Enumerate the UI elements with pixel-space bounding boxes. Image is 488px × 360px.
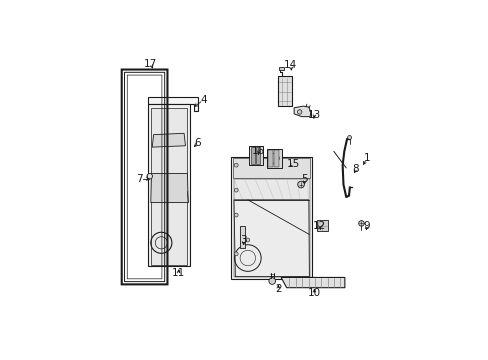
Polygon shape xyxy=(150,174,188,203)
Text: 13: 13 xyxy=(307,110,320,120)
Circle shape xyxy=(358,221,364,226)
Circle shape xyxy=(347,135,351,139)
Circle shape xyxy=(146,174,152,179)
Text: 17: 17 xyxy=(144,59,157,69)
Text: 3: 3 xyxy=(240,235,246,245)
Text: 1: 1 xyxy=(363,153,369,163)
Circle shape xyxy=(234,188,238,192)
Circle shape xyxy=(268,278,275,284)
Polygon shape xyxy=(253,181,259,196)
Text: 12: 12 xyxy=(313,221,326,231)
Text: 11: 11 xyxy=(172,268,185,278)
Text: 10: 10 xyxy=(307,288,320,298)
Polygon shape xyxy=(233,179,309,278)
Bar xyxy=(182,129,186,138)
Polygon shape xyxy=(231,157,311,279)
Polygon shape xyxy=(293,106,310,117)
Polygon shape xyxy=(316,220,327,231)
Circle shape xyxy=(234,213,238,217)
Circle shape xyxy=(234,163,238,167)
Polygon shape xyxy=(148,104,189,266)
Polygon shape xyxy=(251,147,254,164)
Circle shape xyxy=(245,238,249,242)
Polygon shape xyxy=(150,108,186,265)
Polygon shape xyxy=(237,181,242,196)
Circle shape xyxy=(234,252,238,256)
Text: 2: 2 xyxy=(274,284,281,293)
Polygon shape xyxy=(233,179,261,198)
Polygon shape xyxy=(274,150,278,167)
Polygon shape xyxy=(278,67,284,70)
Polygon shape xyxy=(233,200,309,276)
Polygon shape xyxy=(152,133,185,147)
Circle shape xyxy=(297,181,304,188)
Text: 16: 16 xyxy=(252,146,265,156)
Polygon shape xyxy=(232,158,309,177)
Text: 7: 7 xyxy=(136,174,143,184)
Polygon shape xyxy=(249,146,263,165)
Text: 9: 9 xyxy=(363,221,369,231)
Polygon shape xyxy=(266,149,281,168)
Bar xyxy=(182,192,185,197)
Text: 4: 4 xyxy=(200,95,206,105)
Polygon shape xyxy=(245,181,250,196)
Bar xyxy=(183,131,185,136)
Polygon shape xyxy=(268,150,272,167)
Polygon shape xyxy=(148,97,198,111)
Polygon shape xyxy=(240,226,244,248)
Circle shape xyxy=(297,110,301,114)
Text: 6: 6 xyxy=(194,138,201,148)
Text: 15: 15 xyxy=(286,159,300,169)
Text: 5: 5 xyxy=(301,174,307,184)
Polygon shape xyxy=(256,147,259,164)
Polygon shape xyxy=(281,278,344,288)
Text: 8: 8 xyxy=(352,164,359,174)
Text: 14: 14 xyxy=(284,60,297,70)
Polygon shape xyxy=(278,76,292,105)
